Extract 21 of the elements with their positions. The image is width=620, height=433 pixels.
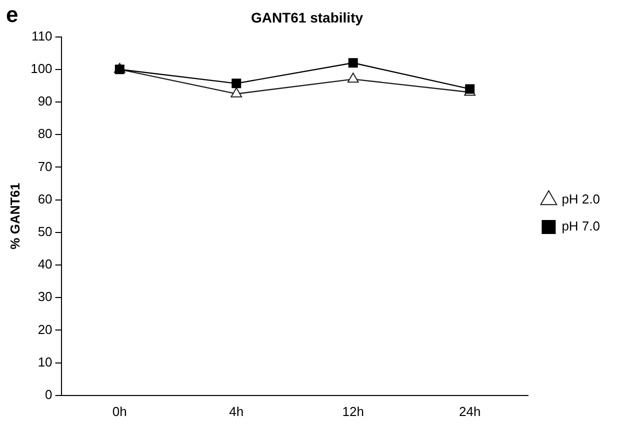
x-tick-label: 0h bbox=[112, 404, 127, 419]
y-tick-label: 60 bbox=[38, 191, 52, 206]
y-axis-title: % GANT61 bbox=[7, 182, 22, 250]
y-tick-label: 20 bbox=[38, 322, 52, 337]
y-tick-label: 30 bbox=[38, 289, 52, 304]
y-tick-label: 110 bbox=[32, 28, 52, 44]
y-tick-label: 40 bbox=[38, 256, 52, 272]
y-tick-label: 0 bbox=[45, 386, 52, 402]
y-tick-label: 90 bbox=[38, 94, 52, 109]
legend-label: pH 2.0 bbox=[562, 192, 600, 207]
chart-title: GANT61 stability bbox=[250, 9, 364, 26]
legend-label: pH 7.0 bbox=[562, 218, 600, 234]
x-tick-label: 4h bbox=[229, 404, 244, 419]
y-tick-label: 10 bbox=[38, 354, 52, 370]
x-tick-label: 24h bbox=[458, 404, 481, 419]
y-tick-label: 100 bbox=[30, 60, 52, 76]
y-tick-label: 80 bbox=[38, 126, 52, 142]
y-tick-label: 70 bbox=[38, 158, 52, 174]
x-tick-label: 12h bbox=[342, 404, 364, 419]
text: e bbox=[6, 2, 18, 28]
y-tick-label: 50 bbox=[38, 224, 52, 239]
